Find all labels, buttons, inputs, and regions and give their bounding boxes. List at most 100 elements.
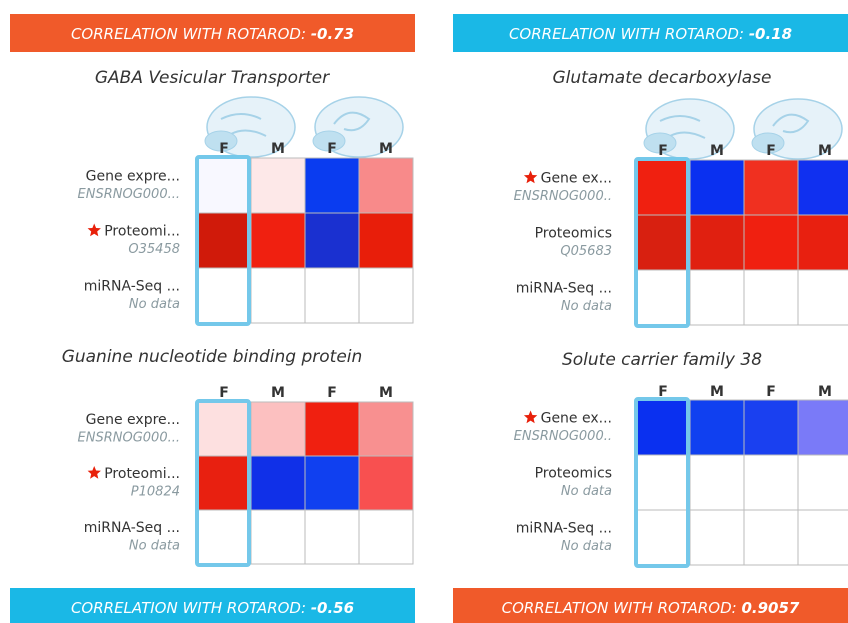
heatmap-cell	[196, 455, 252, 511]
heatmap-cell	[304, 455, 360, 511]
heatmap-cell	[250, 267, 306, 324]
panel: CORRELATION WITH ROTAROD: 0.9057 Solute c…	[453, 350, 848, 623]
heatmap-cell	[196, 212, 252, 269]
heatmap-cell	[743, 269, 799, 326]
heatmap-cell	[358, 401, 414, 457]
banner-label: CORRELATION WITH ROTAROD:	[71, 599, 306, 617]
heatmap-cell	[743, 399, 799, 456]
heatmap-cell	[743, 159, 799, 216]
banner-text: CORRELATION WITH ROTAROD: 0.9057	[502, 599, 800, 617]
heatmap-cell	[250, 455, 306, 511]
banner-value: 0.9057	[741, 599, 799, 617]
row-label: Gene ex...	[541, 411, 612, 427]
heatmap-cell	[304, 401, 360, 457]
banner-text: CORRELATION WITH ROTAROD: -0.56	[71, 599, 354, 617]
banner-label: CORRELATION WITH ROTAROD:	[71, 25, 306, 43]
sex-highlight	[634, 397, 690, 568]
banner-label: CORRELATION WITH ROTAROD:	[502, 599, 737, 617]
column-header: F	[219, 385, 229, 401]
banner-value: -0.56	[311, 599, 354, 617]
row-label: miRNA-Seq ...	[516, 521, 612, 537]
banner-value: -0.73	[311, 25, 354, 43]
column-header: M	[818, 143, 832, 159]
column-header: F	[327, 141, 337, 157]
row-sublabel: No data	[561, 299, 612, 314]
panel: CORRELATION WITH ROTAROD: -0.18 Glutamate…	[453, 14, 848, 328]
heatmap-cell	[304, 157, 360, 214]
column-header: M	[271, 385, 285, 401]
row-sublabel: ENSRNOG000...	[78, 431, 180, 446]
brain-fold	[659, 115, 706, 139]
banner	[10, 588, 415, 623]
banner-label: CORRELATION WITH ROTAROD:	[509, 25, 744, 43]
panel-title: Glutamate decarboxylase	[552, 68, 771, 88]
heatmap-cell	[689, 454, 745, 511]
row-label: Proteomics	[535, 226, 612, 242]
heatmap-cell	[196, 267, 252, 324]
column-header: F	[766, 143, 776, 159]
row-label: miRNA-Seq ...	[84, 279, 180, 295]
row-label: miRNA-Seq ...	[516, 281, 612, 297]
heatmap-cell	[358, 157, 414, 214]
heatmap-cell	[797, 159, 848, 216]
row-sublabel: No data	[129, 297, 180, 312]
column-header: M	[710, 384, 724, 400]
heatmap-cell	[250, 157, 306, 214]
column-header: M	[379, 385, 393, 401]
heatmap-cell	[196, 401, 252, 457]
heatmap-cell	[689, 269, 745, 326]
panel-title: Solute carrier family 38	[562, 350, 762, 370]
heatmap-cell	[635, 399, 691, 456]
column-header: M	[379, 141, 393, 157]
row-sublabel: ENSRNOG000..	[514, 429, 612, 444]
row-label: Proteomi...	[104, 466, 180, 482]
heatmap-cell	[250, 509, 306, 565]
row-sublabel: No data	[561, 484, 612, 499]
heatmap-cell	[797, 399, 848, 456]
star-icon	[523, 170, 538, 184]
heatmap-cell	[689, 399, 745, 456]
star-icon	[87, 223, 101, 237]
row-label: Gene ex...	[541, 171, 612, 187]
row-sublabel: P10824	[131, 485, 180, 500]
column-header: F	[766, 384, 776, 400]
banner	[10, 14, 415, 52]
heatmap-cell	[689, 509, 745, 566]
panel-title: GABA Vesicular Transporter	[95, 68, 330, 88]
row-sublabel: O35458	[128, 242, 180, 257]
heatmap-cell	[358, 509, 414, 565]
sex-highlight	[195, 155, 251, 326]
row-sublabel: Q05683	[560, 244, 612, 259]
heatmap-cell	[358, 267, 414, 324]
heatmap-cell	[797, 269, 848, 326]
panel: CORRELATION WITH ROTAROD: -0.73 GABA Vesi…	[10, 14, 415, 326]
heatmap-cell	[689, 159, 745, 216]
banner	[453, 588, 848, 623]
heatmap-cell	[797, 214, 848, 271]
row-sublabel: No data	[561, 539, 612, 554]
heatmap-cell	[635, 159, 691, 216]
heatmap-cell	[743, 509, 799, 566]
row-label: Gene expre...	[86, 412, 180, 428]
sex-highlight	[634, 157, 690, 328]
column-header: F	[327, 385, 337, 401]
banner-value: -0.18	[749, 25, 792, 43]
heatmap-cell	[635, 454, 691, 511]
sex-highlight	[195, 399, 251, 567]
heatmap-cell	[196, 509, 252, 565]
banner	[453, 14, 848, 52]
column-header: F	[658, 384, 668, 400]
heatmap-cell	[196, 157, 252, 214]
row-label: miRNA-Seq ...	[84, 520, 180, 536]
heatmap-cell	[743, 454, 799, 511]
row-label: Proteomics	[535, 466, 612, 482]
column-header: F	[658, 143, 668, 159]
heatmap-cell	[358, 455, 414, 511]
star-icon	[87, 466, 101, 479]
brain-cerebellum	[204, 130, 238, 152]
heatmap-cell	[797, 454, 848, 511]
heatmap-cell	[635, 509, 691, 566]
brain-cerebellum	[751, 132, 785, 154]
brain-cerebellum	[312, 130, 346, 152]
